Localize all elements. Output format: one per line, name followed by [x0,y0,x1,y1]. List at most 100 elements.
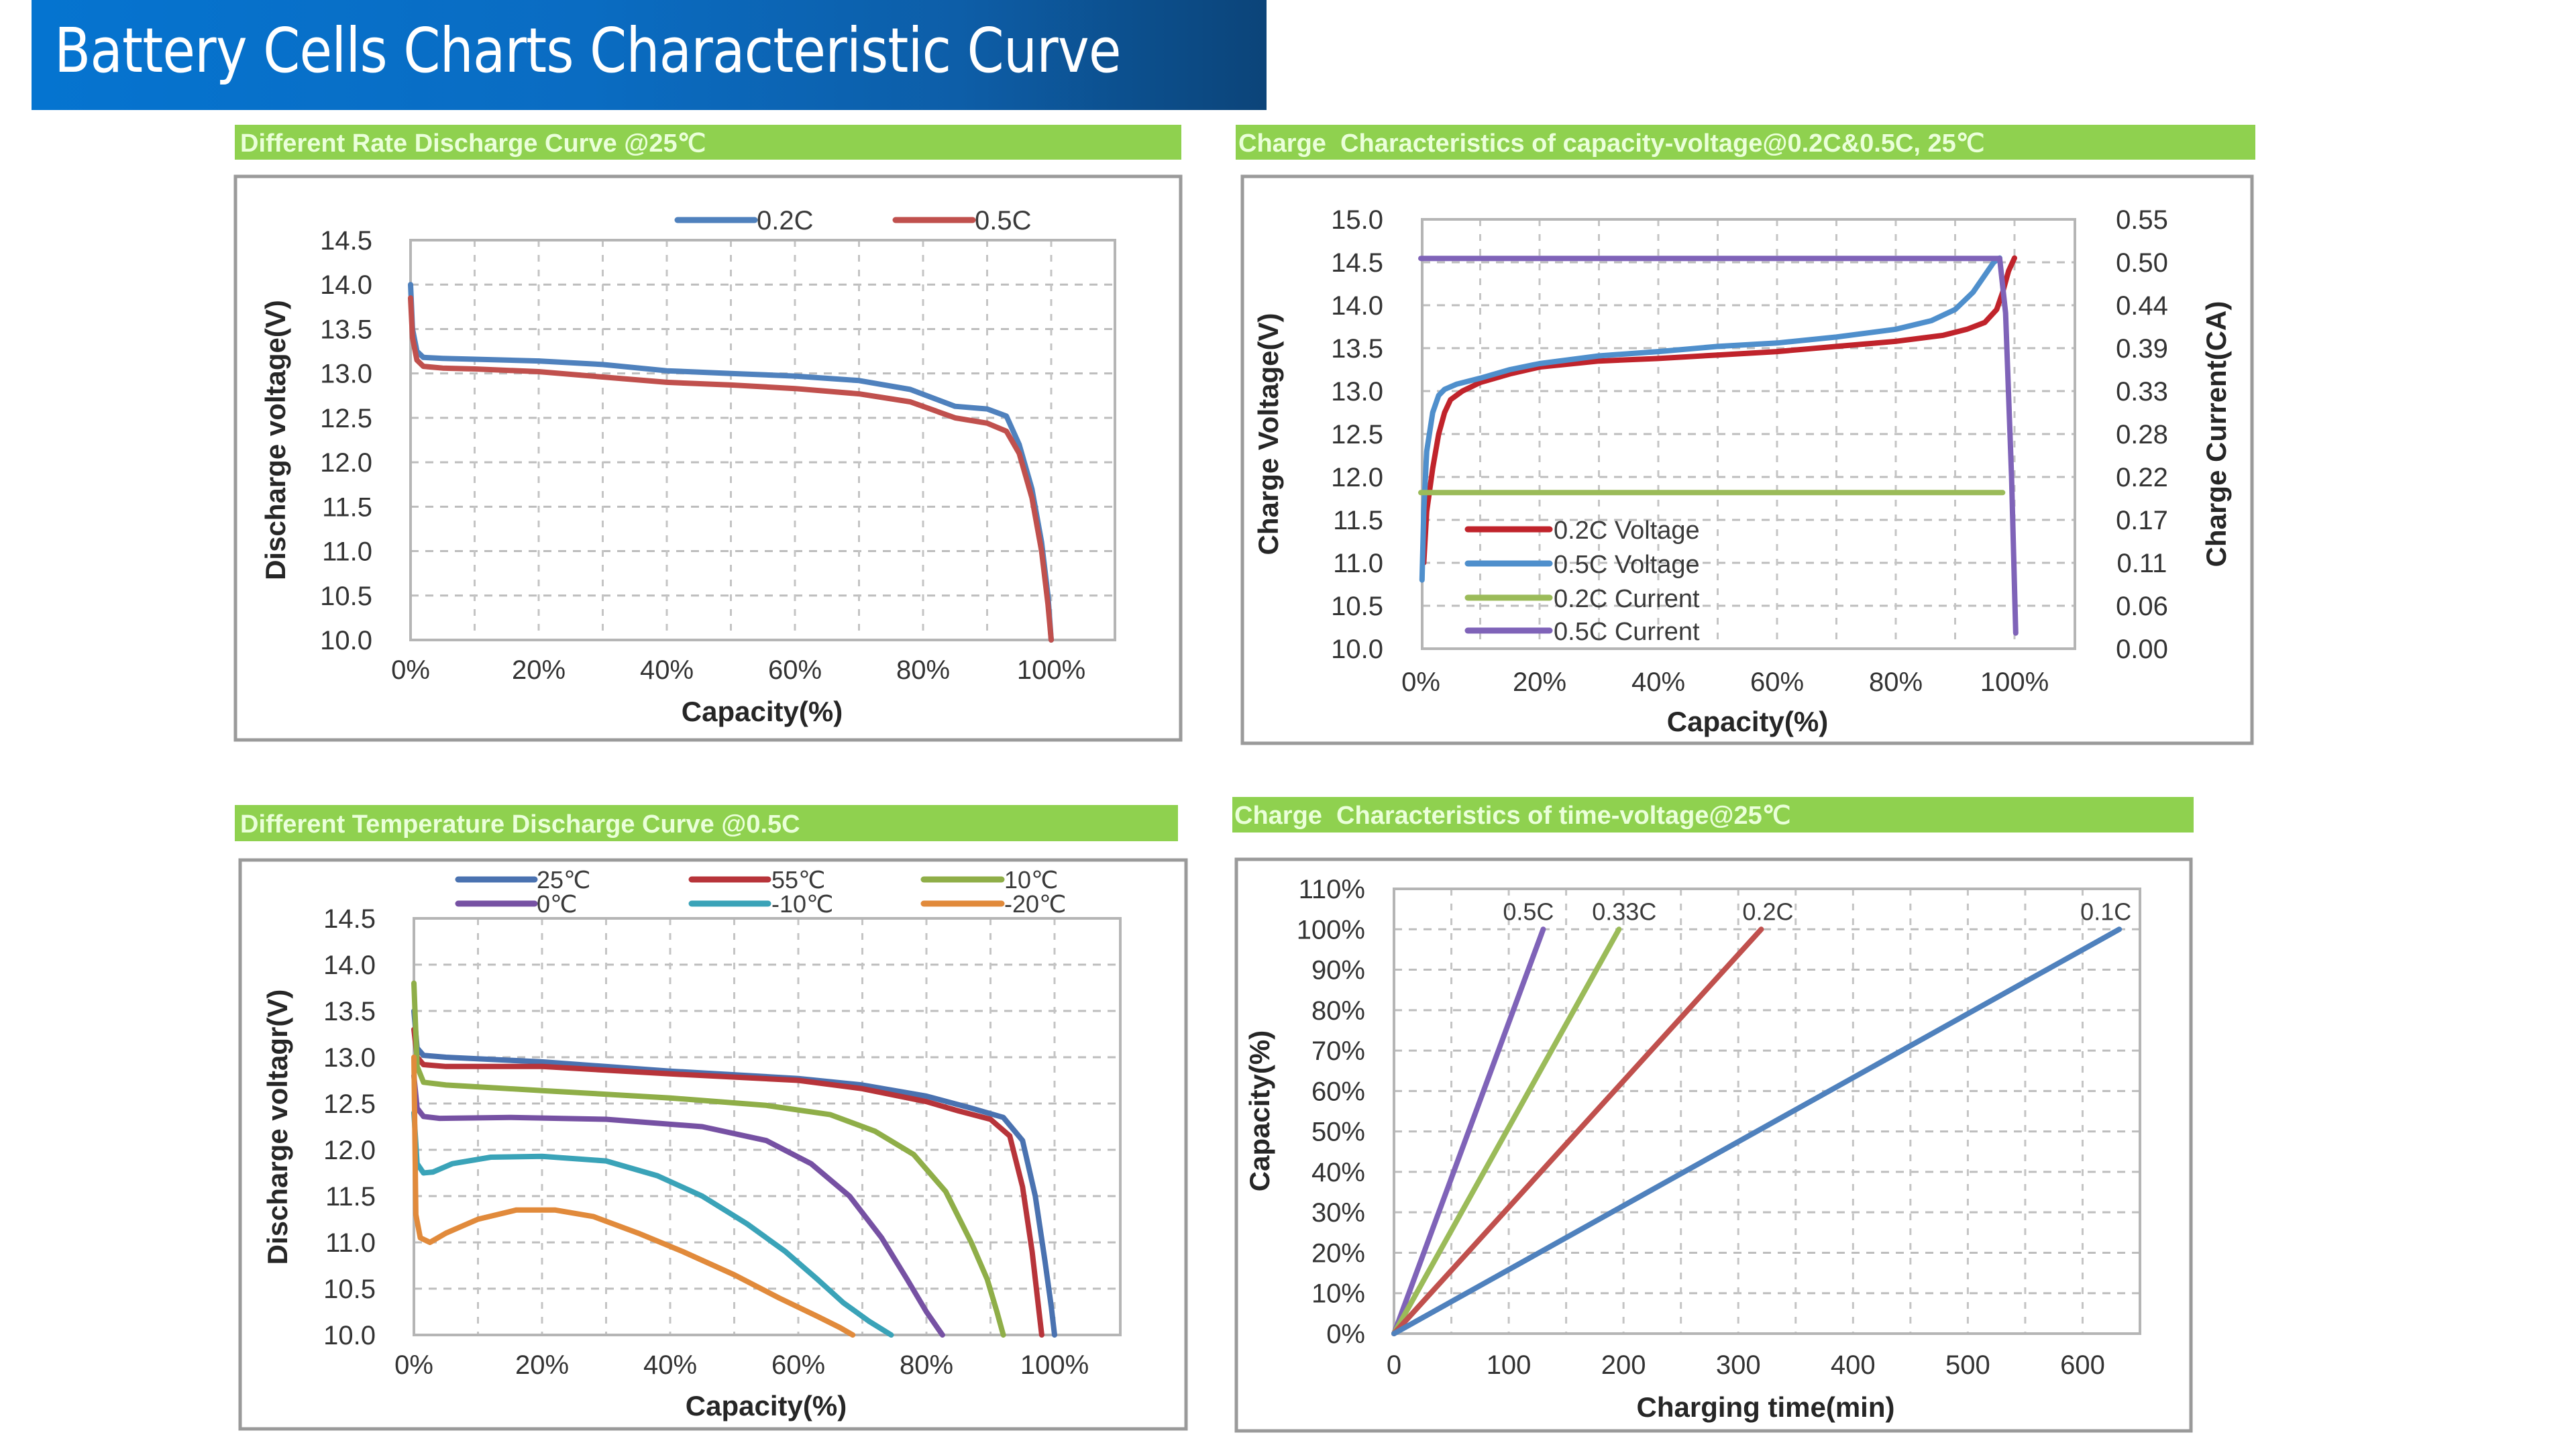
x-tick-label: 100 [1487,1350,1532,1380]
x-tick-label: 100% [1020,1350,1089,1380]
series-group [411,980,1057,1338]
legend-label: 0℃ [537,890,577,918]
series-line--10- [411,1110,894,1338]
legend: 0.2C Voltage 0.5C Voltage 0.2C Current 0.5C… [1464,517,1700,646]
series-line-10- [411,980,1006,1338]
y-tick-label: 15.0 [1331,205,1383,235]
chart-frame [238,858,1188,1431]
series-line-25- [411,1008,1057,1338]
x-tick-label: 60% [1750,667,1804,697]
y-tick-label: 11.5 [322,492,372,522]
panel-charge-time-capacity: Charge Characteristics of time-voltage@2… [1232,797,2194,1433]
x-tick-label: 60% [768,655,822,685]
series-group [408,282,1054,643]
y2-tick-label: 0.00 [2116,635,2168,664]
x-tick-label: 100% [1980,667,2049,697]
x-axis-title: Capacity(%) [682,696,843,727]
y-axis-title: Discharge voltagr(V) [262,989,293,1265]
y-tick-label: 10.0 [320,626,372,655]
y-tick-label: 11.0 [325,1228,376,1258]
y-tick-label: 50% [1311,1118,1365,1147]
y-tick-label: 80% [1311,996,1365,1026]
y-tick-label: 10.5 [320,582,372,611]
y-tick-label: 14.5 [320,226,372,256]
y2-tick-label: 0.28 [2116,420,2168,449]
y-tick-label: 30% [1311,1198,1365,1228]
chart-charge-time-capacity: 110% 100% 90% 80% 70% 60% 50% 40% 30% 20% 10% 0% 0 10… [1244,875,2141,1423]
y-axis-title: Charge Voltage(V) [1252,313,1284,555]
x-tick-label: 0% [1401,667,1440,697]
y-tick-label: 0% [1326,1320,1365,1349]
series-line-0-5c-voltage [1419,255,2002,583]
chart-temperature-discharge: 14.5 14.0 13.5 13.0 12.5 12.0 11.5 11.0 10.5 10.0… [262,866,1122,1421]
y-tick-label: 13.0 [1331,377,1383,407]
y-tick-label: 10.5 [323,1275,376,1304]
series-line-0-2c [1391,926,1764,1336]
x-tick-label: 40% [643,1350,697,1380]
panel-title: Different Rate Discharge Curve @25℃ [240,129,706,158]
y-tick-label: 12.5 [323,1089,376,1119]
series-group [1418,255,2019,636]
y-tick-label: 40% [1311,1158,1365,1187]
title-bar: Battery Cells Charts Characteristic Curv… [32,0,1267,110]
panel-temperature-discharge: Different Temperature Discharge Curve @0… [235,805,1188,1431]
panel-rate-discharge: Different Rate Discharge Curve @25℃ 14.5… [233,125,1183,742]
x-tick-label: 20% [1513,667,1566,697]
legend-label: -20℃ [1004,890,1066,918]
x-tick-label: 20% [512,655,566,685]
series-line-0-5c-current [1418,256,2019,636]
x-axis-title: Capacity(%) [686,1390,847,1421]
y-tick-label: 100% [1297,915,1365,945]
x-tick-label: 20% [515,1350,569,1380]
x-tick-label: 80% [1869,667,1923,697]
chart-rate-discharge: 14.5 14.0 13.5 13.0 12.5 12.0 11.5 11.0 10.5 10.0… [260,206,1116,727]
y-tick-label: 10.5 [1331,592,1383,621]
series-line-0-1c [1391,926,2123,1336]
x-tick-label: 0% [394,1350,433,1380]
y-tick-label: 11.0 [322,537,372,567]
y-tick-label: 60% [1311,1077,1365,1106]
legend-label: 0.2C [757,206,814,235]
legend-label: -10℃ [771,890,833,918]
y-tick-label: 13.0 [320,360,372,389]
series-line-0-5c [1391,926,1546,1336]
y-tick-label: 10.0 [323,1321,376,1350]
gridlines [1394,889,2140,1334]
series-line-0-2c-voltage [1421,255,2017,566]
y2-tick-label: 0.06 [2116,592,2168,621]
y2-tick-label: 0.44 [2116,291,2168,321]
y-tick-label: 11.0 [1333,549,1383,578]
x-axis-title: Capacity(%) [1667,706,1828,737]
x-tick-label: 0 [1387,1350,1401,1380]
x-tick-label: 600 [2060,1350,2105,1380]
panel-label-bar [235,125,1181,160]
y-axis-title: Capacity(%) [1244,1030,1275,1191]
series-line-0-33c [1391,926,1622,1336]
line-end-label: 0.2C [1742,898,1793,925]
x-tick-label: 0% [391,655,430,685]
panel-label-bar [1232,797,2194,833]
legend-label: 0.5C Voltage [1554,551,1700,579]
legend-label: 0.5C Current [1554,618,1700,646]
legend-label: 25℃ [537,866,590,894]
panel-charge-capacity-voltage: Charge Characteristics of capacity-volta… [1236,125,2255,745]
x-tick-label: 80% [896,655,950,685]
y-tick-label: 12.5 [1331,420,1383,449]
series-line-0-5c [408,295,1054,643]
y-axis-title: Discharge voltage(V) [260,300,291,580]
y-tick-label: 12.0 [323,1136,376,1165]
plot-area-frame [1421,218,2076,650]
series-line-0- [411,1073,945,1338]
y-tick-label: 90% [1311,956,1365,985]
legend: 0.5C 0.33C 0.2C 0.1C [1503,898,2131,925]
panel-label-bar [235,805,1178,841]
y-tick-label: 70% [1311,1036,1365,1066]
y-tick-label: 10% [1311,1279,1365,1309]
y-tick-label: 14.5 [323,904,376,934]
panel-title: Charge Characteristics of time-voltage@2… [1234,802,1790,830]
y-tick-label: 14.0 [1331,291,1383,321]
y2-axis-title: Charge Current(CA) [2200,301,2232,568]
y-tick-label: 14.0 [320,270,372,300]
y-tick-label: 12.5 [320,404,372,433]
x-tick-label: 500 [1945,1350,1990,1380]
